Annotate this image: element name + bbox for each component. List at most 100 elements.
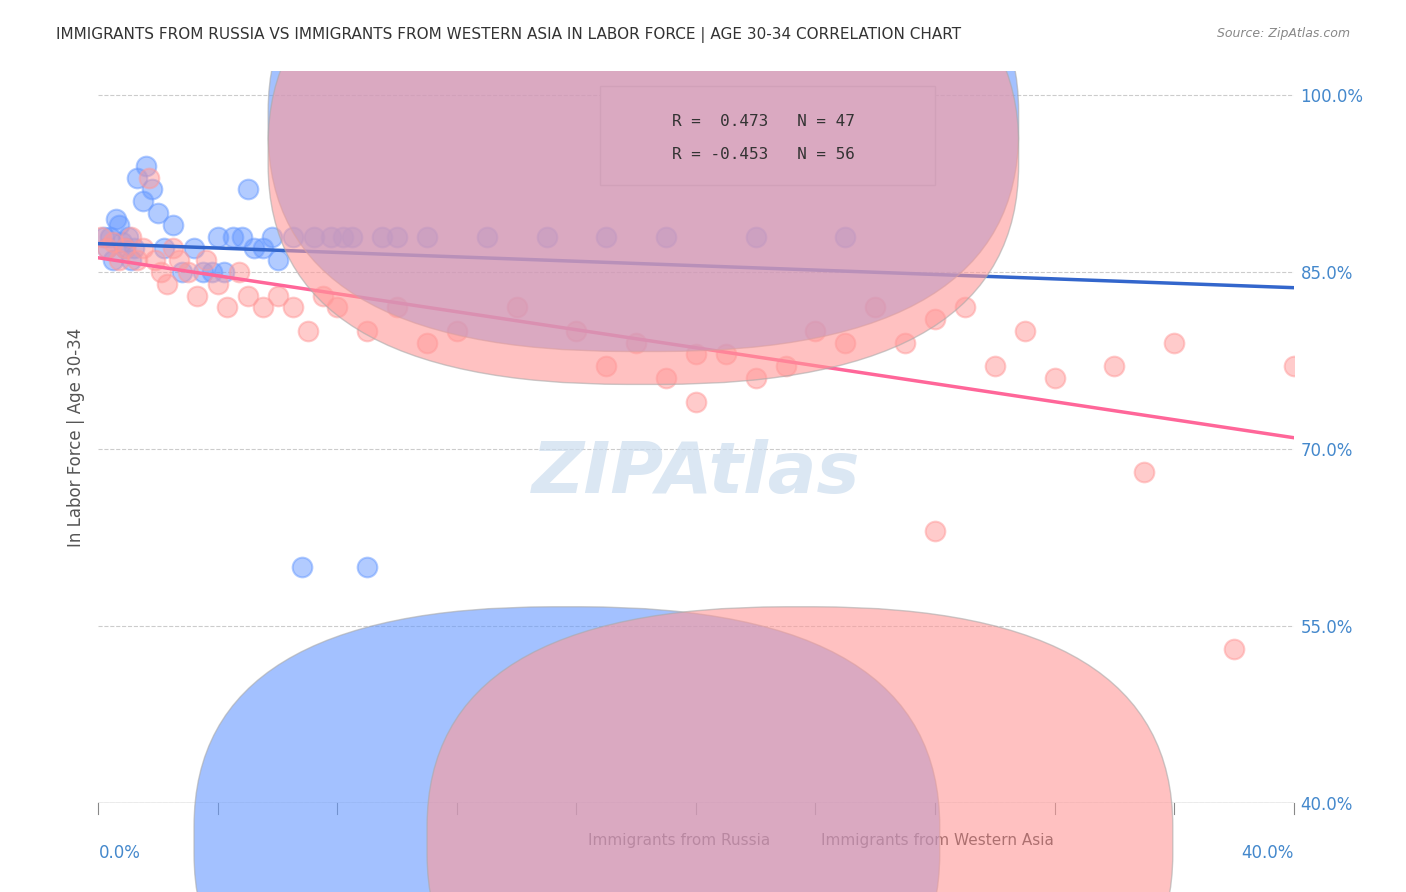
FancyBboxPatch shape <box>269 0 1019 384</box>
Point <box>243 241 266 255</box>
Point <box>311 288 333 302</box>
Point <box>186 288 208 302</box>
Point <box>775 359 797 374</box>
Point <box>834 229 856 244</box>
Point <box>984 359 1007 374</box>
Point <box>108 253 131 268</box>
Point <box>260 229 283 244</box>
Point <box>267 288 290 302</box>
Point <box>953 301 976 315</box>
Point <box>236 182 259 196</box>
Point <box>117 229 139 244</box>
Point <box>98 229 122 244</box>
Point <box>924 524 946 539</box>
Point <box>595 229 617 244</box>
Point <box>1163 335 1185 350</box>
Text: Source: ZipAtlas.com: Source: ZipAtlas.com <box>1216 27 1350 40</box>
Text: 40.0%: 40.0% <box>1241 844 1294 862</box>
Point <box>162 241 184 255</box>
Point <box>536 229 558 244</box>
Point <box>222 229 245 244</box>
Point <box>1223 642 1246 657</box>
Point <box>195 253 218 268</box>
Point <box>156 277 179 291</box>
Point <box>356 559 378 574</box>
Point <box>321 229 343 244</box>
Point <box>103 253 125 268</box>
Text: 0.0%: 0.0% <box>98 844 141 862</box>
Point <box>714 347 737 361</box>
Point <box>207 277 229 291</box>
Point <box>342 229 364 244</box>
Point <box>111 235 134 250</box>
Point <box>685 394 707 409</box>
Point <box>371 229 394 244</box>
Point <box>90 229 112 244</box>
Point <box>745 371 768 385</box>
Point <box>215 301 238 315</box>
FancyBboxPatch shape <box>194 607 939 892</box>
Point <box>894 335 917 350</box>
Point <box>127 170 149 185</box>
Point <box>655 229 678 244</box>
Text: Immigrants from Western Asia: Immigrants from Western Asia <box>821 832 1054 847</box>
Y-axis label: In Labor Force | Age 30-34: In Labor Force | Age 30-34 <box>66 327 84 547</box>
Point <box>167 253 190 268</box>
Point <box>281 229 304 244</box>
Point <box>416 229 439 244</box>
Point <box>302 229 325 244</box>
Point <box>172 265 194 279</box>
Text: R = -0.453   N = 56: R = -0.453 N = 56 <box>672 147 855 162</box>
Point <box>1282 359 1305 374</box>
Point <box>834 335 856 350</box>
Point <box>135 159 157 173</box>
Point <box>228 265 250 279</box>
Point <box>141 182 163 196</box>
Point <box>96 241 118 255</box>
Point <box>252 241 274 255</box>
Point <box>212 265 235 279</box>
Point <box>924 312 946 326</box>
Point <box>207 229 229 244</box>
Point <box>108 218 131 232</box>
Point <box>138 170 160 185</box>
Point <box>177 265 200 279</box>
Point <box>745 229 768 244</box>
Point <box>252 301 274 315</box>
Text: IMMIGRANTS FROM RUSSIA VS IMMIGRANTS FROM WESTERN ASIA IN LABOR FORCE | AGE 30-3: IMMIGRANTS FROM RUSSIA VS IMMIGRANTS FRO… <box>56 27 962 43</box>
Point <box>595 359 617 374</box>
Point <box>385 301 409 315</box>
FancyBboxPatch shape <box>269 0 1019 351</box>
Point <box>685 347 707 361</box>
Point <box>105 211 128 226</box>
Point <box>120 229 142 244</box>
Point <box>201 265 224 279</box>
Text: Immigrants from Russia: Immigrants from Russia <box>589 832 770 847</box>
Point <box>132 241 155 255</box>
Point <box>416 335 439 350</box>
Point <box>132 194 155 208</box>
Point <box>865 301 887 315</box>
Point <box>148 206 170 220</box>
Point <box>162 218 184 232</box>
Point <box>114 241 136 255</box>
Text: R =  0.473   N = 47: R = 0.473 N = 47 <box>672 114 855 129</box>
Point <box>93 229 115 244</box>
Point <box>326 301 349 315</box>
Text: ZIPAtlas: ZIPAtlas <box>531 439 860 508</box>
Point <box>297 324 319 338</box>
Point <box>120 253 142 268</box>
Point <box>191 265 214 279</box>
Point <box>114 241 136 255</box>
Point <box>291 559 314 574</box>
Point <box>236 288 259 302</box>
Point <box>565 324 588 338</box>
Point <box>655 371 678 385</box>
Point <box>1104 359 1126 374</box>
Point <box>626 335 648 350</box>
FancyBboxPatch shape <box>427 607 1173 892</box>
Point <box>150 265 173 279</box>
Point <box>267 253 290 268</box>
Point <box>475 229 498 244</box>
Point <box>153 241 176 255</box>
